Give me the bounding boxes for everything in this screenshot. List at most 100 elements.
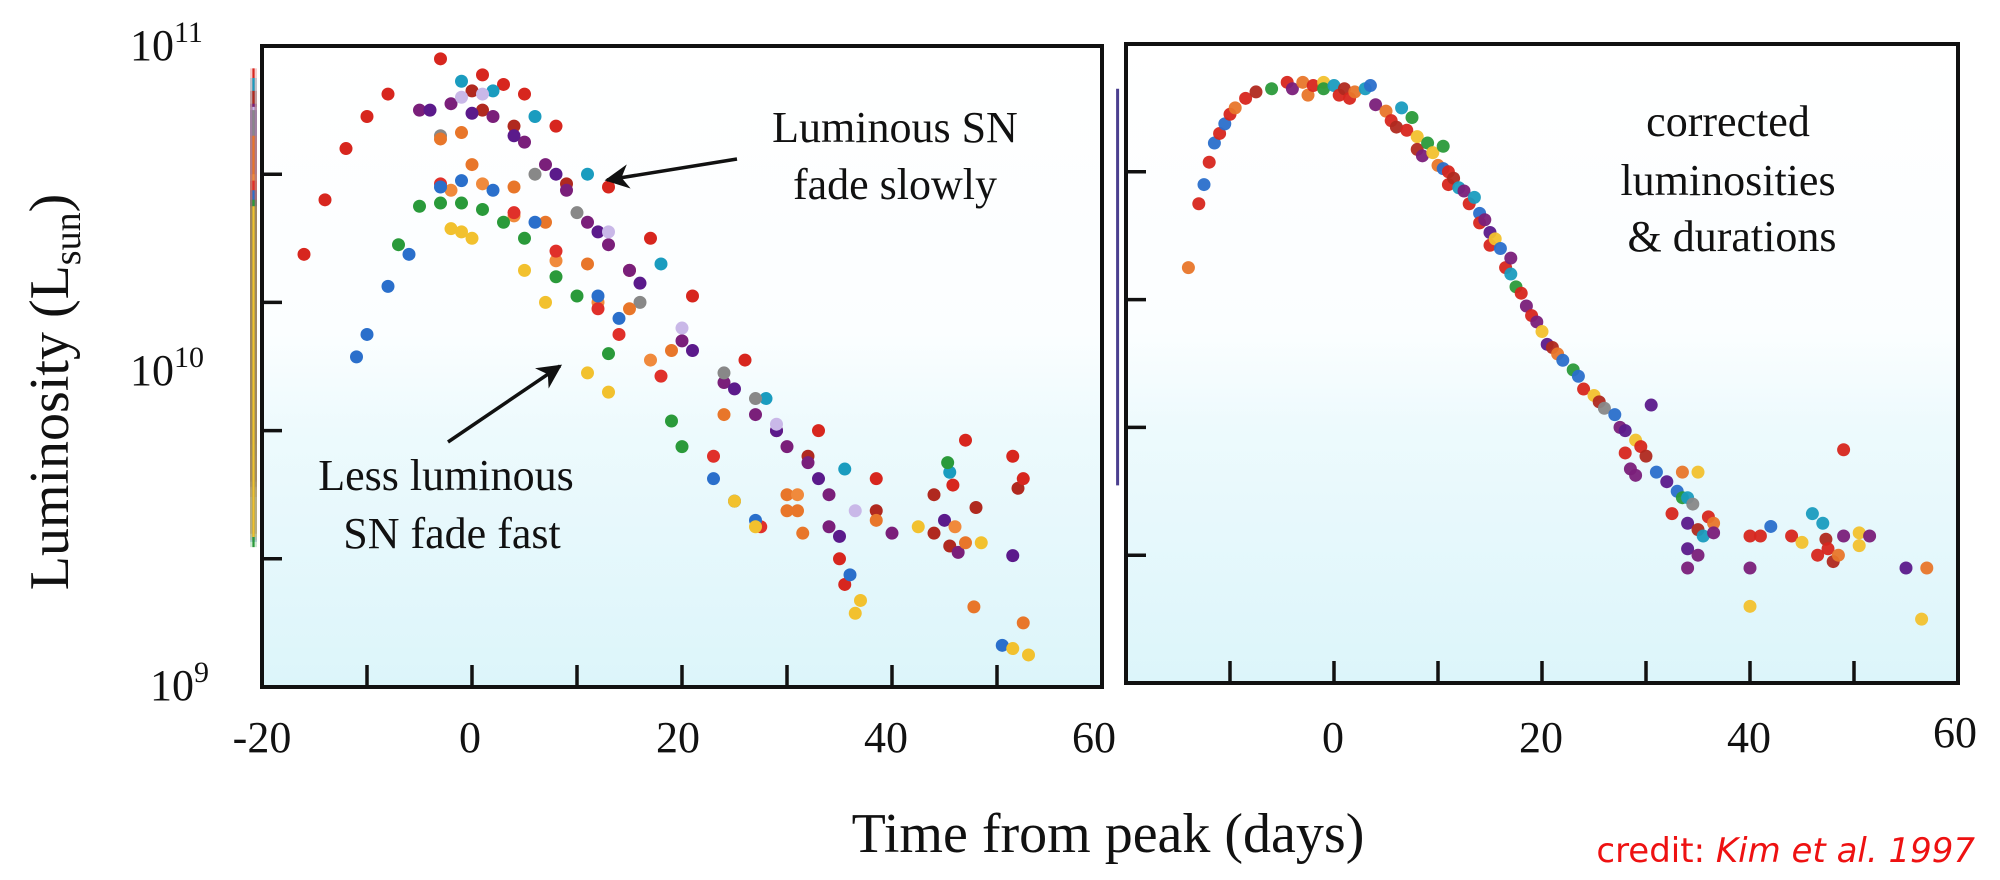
left-panel xyxy=(250,44,1104,689)
data-point xyxy=(1213,126,1227,140)
data-point xyxy=(1597,401,1611,415)
data-point xyxy=(822,488,836,502)
right-x-tick-label: 0 xyxy=(1322,713,1344,762)
data-point xyxy=(1634,440,1648,454)
data-point xyxy=(623,302,636,316)
data-point xyxy=(1707,526,1721,540)
data-point xyxy=(381,279,395,293)
data-point xyxy=(1795,535,1809,549)
left-data-points xyxy=(297,52,1035,662)
data-point xyxy=(848,606,862,620)
y-axis-title: Luminosity (Lsun) xyxy=(19,194,89,591)
data-point xyxy=(591,302,605,316)
data-point xyxy=(1016,472,1030,486)
right-x-tick-label: 20 xyxy=(1519,713,1563,762)
data-point xyxy=(885,526,899,540)
data-point xyxy=(465,106,479,120)
data-point xyxy=(1457,184,1471,198)
data-point xyxy=(497,77,510,91)
data-point xyxy=(486,110,500,124)
data-point xyxy=(1535,325,1549,339)
y-tick-label-1e9: 109 xyxy=(150,656,209,710)
data-point xyxy=(869,504,883,518)
data-point xyxy=(869,472,883,486)
data-point xyxy=(476,177,489,191)
data-point xyxy=(951,545,965,559)
data-point xyxy=(434,196,447,210)
data-point xyxy=(665,414,678,428)
data-point xyxy=(1618,424,1632,438)
data-point xyxy=(507,119,521,133)
data-point xyxy=(927,526,941,540)
data-point xyxy=(1239,91,1253,105)
right-plot-background xyxy=(1126,44,1958,683)
data-point xyxy=(1681,561,1695,575)
data-point xyxy=(455,225,468,239)
data-point xyxy=(623,263,636,277)
data-point xyxy=(959,433,972,447)
data-point xyxy=(455,90,468,104)
data-point xyxy=(675,334,689,348)
data-point xyxy=(612,311,626,325)
data-point xyxy=(360,327,374,341)
data-point xyxy=(1467,190,1481,204)
data-point xyxy=(1571,369,1585,383)
data-point xyxy=(911,520,925,534)
data-point xyxy=(822,520,836,534)
data-point xyxy=(941,456,955,470)
data-point xyxy=(780,504,794,518)
data-point xyxy=(465,231,479,245)
data-point xyxy=(444,97,458,111)
data-point xyxy=(1686,497,1700,511)
annotation-luminous-line1: Luminous SN xyxy=(772,103,1018,152)
data-point xyxy=(1493,241,1507,255)
right-x-tick-labels: 0 20 40 60 xyxy=(1322,708,1977,762)
data-point xyxy=(612,327,626,341)
data-point xyxy=(1675,465,1689,479)
data-point xyxy=(1426,146,1440,160)
annotation-corrected-line3: & durations xyxy=(1628,212,1837,261)
data-point xyxy=(381,87,395,101)
data-point xyxy=(539,158,552,172)
data-point xyxy=(570,206,584,220)
data-point xyxy=(1743,561,1757,575)
data-point xyxy=(539,295,552,309)
right-x-tick-label: 40 xyxy=(1727,713,1771,762)
data-point xyxy=(1504,267,1518,281)
data-point xyxy=(1821,542,1835,556)
annotation-corrected-line2: luminosities xyxy=(1620,156,1835,205)
annotation-luminous: Luminous SN fade slowly xyxy=(604,103,1018,209)
data-point xyxy=(1831,548,1845,562)
data-point xyxy=(969,501,983,515)
data-point xyxy=(1016,616,1030,630)
data-point xyxy=(539,215,552,229)
data-point xyxy=(833,529,846,543)
annotation-less-luminous: Less luminous SN fade fast xyxy=(318,364,574,558)
data-point xyxy=(869,513,883,527)
data-point xyxy=(644,231,657,245)
data-point xyxy=(602,225,615,239)
data-point xyxy=(654,369,668,383)
data-point xyxy=(665,343,678,357)
data-point xyxy=(1296,75,1310,89)
data-point xyxy=(1608,408,1622,422)
data-point xyxy=(528,167,542,181)
data-point xyxy=(1514,286,1528,300)
data-point xyxy=(759,392,773,406)
data-point xyxy=(581,257,594,271)
data-point xyxy=(1629,468,1643,482)
data-point xyxy=(770,417,783,431)
data-point xyxy=(707,472,720,486)
data-point xyxy=(455,74,468,88)
data-point xyxy=(1915,612,1929,626)
data-point xyxy=(1306,79,1320,93)
data-point xyxy=(455,174,468,188)
data-point xyxy=(1644,398,1658,412)
data-point xyxy=(1285,82,1299,96)
data-point xyxy=(1265,82,1279,96)
data-point xyxy=(434,132,447,146)
data-point xyxy=(486,84,500,98)
y-tick-label-1e11: 1011 xyxy=(130,16,203,70)
data-point xyxy=(455,196,468,210)
data-point xyxy=(1337,82,1351,96)
